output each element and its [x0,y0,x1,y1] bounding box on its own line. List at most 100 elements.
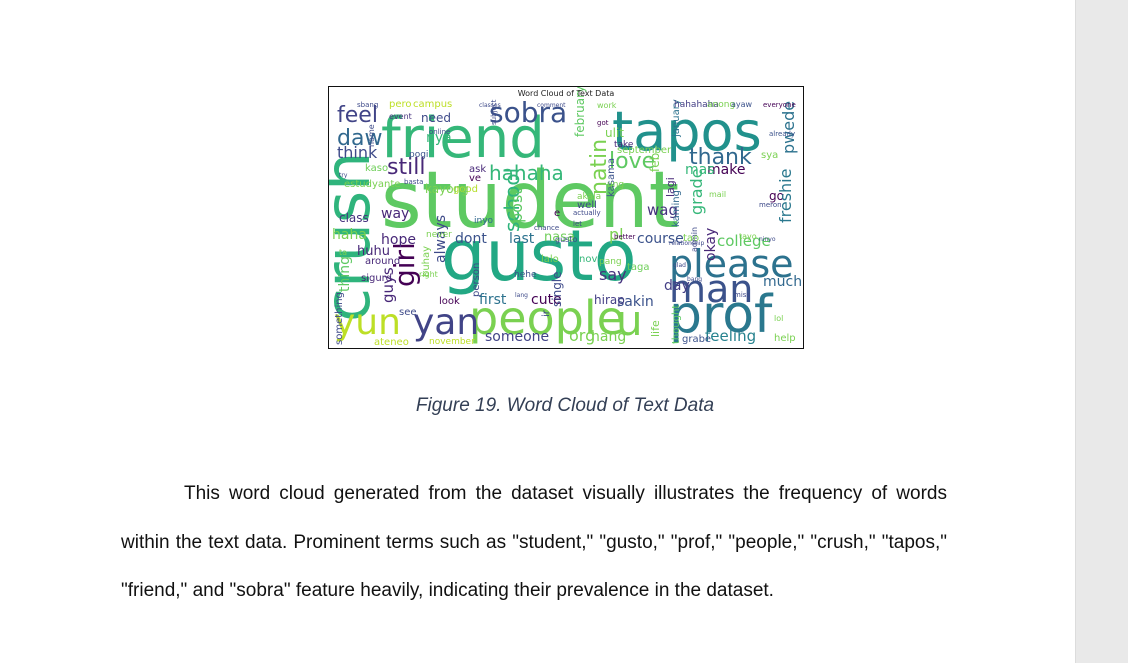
word-cloud-word: hope [381,232,416,248]
word-cloud-word: kayong [425,182,469,196]
word-cloud-word: anong [707,100,735,110]
word-cloud-word: akala [577,192,601,202]
word-cloud-word: better [614,233,636,241]
word-cloud-word: first [479,292,507,308]
word-cloud-word: got [597,119,609,127]
word-cloud-word: lalo [541,254,559,265]
word-cloud-word: hirap [594,293,625,307]
word-cloud-word: subject [490,99,498,125]
word-cloud-word: sbang [357,101,378,109]
word-cloud-word: good [453,184,478,195]
word-cloud-word: admin [690,227,699,252]
word-cloud-word: tayo [739,232,757,241]
word-cloud-word: ulit [605,126,624,140]
word-cloud-word: work [597,101,617,110]
word-cloud-word: pwede [779,101,798,154]
word-cloud-word: pero [389,99,412,110]
word-cloud-word: event [389,112,412,121]
word-cloud-word: tapos [612,100,762,163]
word-cloud-image: studentgustoprofpeoplecrushtaposfriendso… [329,87,802,348]
word-cloud-word: daw [337,126,382,151]
word-cloud-word: miss [734,291,750,299]
word-cloud-word: taga [627,262,650,273]
word-cloud-word: man [669,267,753,311]
word-cloud-word: say [599,265,627,284]
word-cloud-word: college [717,232,771,250]
word-cloud-word: person [471,263,482,297]
word-cloud-word: still [387,155,425,180]
word-cloud-word: wag [647,201,678,219]
word-cloud-word: go [769,189,784,203]
word-cloud-word: feb [648,153,662,172]
word-cloud-word: around [365,256,400,267]
word-cloud-word: life [649,320,662,337]
word-cloud-word: right [419,270,438,279]
word-cloud-word: ateneo [374,337,409,348]
word-cloud-word: cute [531,292,562,308]
word-cloud-word: estudyante [344,179,400,190]
word-cloud-word: classes [479,102,501,109]
word-cloud-word: ayaw [731,100,753,109]
word-cloud-word: kaso [365,163,388,174]
word-cloud-word: hehe [514,270,537,280]
word-cloud-word: need [421,111,451,125]
word-cloud-word: post [507,188,526,223]
word-cloud-word: thought [671,305,682,344]
word-cloud-word: single [550,271,564,307]
word-cloud-word: look [439,296,460,307]
word-cloud-word: ir [541,309,552,317]
word-cloud-word: take [614,140,634,150]
word-cloud-word: everyone [763,101,796,109]
word-cloud-word: november [429,337,475,347]
word-cloud-word: love [609,149,655,174]
body-paragraph: This word cloud generated from the datas… [121,483,947,601]
word-cloud-word: lagi [664,177,677,197]
word-cloud-word: mas [685,162,715,178]
word-cloud-word: feeling [705,327,756,345]
word-cloud-word: bang [687,276,702,283]
word-cloud-word: sya [761,150,778,161]
word-cloud-word: someone [485,329,549,345]
word-cloud-word: think [337,143,378,162]
word-cloud-word: feel [337,103,378,128]
word-cloud-word: thing [337,256,353,292]
word-cloud-word: u [616,296,643,345]
word-cloud-word: grabe [682,334,711,345]
word-cloud-word: hahaha [489,161,564,185]
word-cloud-word: people [469,291,625,345]
figure-caption: Figure 19. Word Cloud of Text Data [415,395,715,416]
word-cloud-word: actually [573,209,601,217]
word-cloud-word: gusto [555,235,577,244]
word-cloud-word: nasa [544,230,575,245]
word-cloud-word: kaming [671,190,682,227]
word-cloud-word: ta [339,248,347,257]
word-cloud-word: tao [683,233,699,244]
word-cloud-word: natin [587,139,612,195]
word-cloud-word: make [707,162,745,178]
word-cloud-word: try [339,172,348,179]
word-cloud-word: huhu [357,244,390,259]
word-cloud-word: glad [673,262,686,269]
word-cloud-word: kasama [606,158,617,197]
word-cloud-word: last [509,231,535,247]
word-cloud-word: something [334,292,345,345]
word-cloud-word: e [554,208,560,219]
word-cloud-word: help [774,333,796,344]
word-cloud-word: much [763,274,802,290]
word-cloud-word: class [339,211,369,225]
word-cloud-word: haha [332,227,367,243]
word-cloud-word: sobra [489,96,567,129]
word-cloud-word: september [617,145,672,156]
word-cloud-word: always [433,215,449,263]
word-cloud-word: hahahaha [674,100,719,110]
word-cloud-word: ung [607,180,624,190]
word-cloud-word: hang [591,329,626,345]
word-cloud-word: see [399,307,417,318]
word-cloud-figure: Word Cloud of Text Data student gusto prof… [328,86,804,349]
word-cloud-word: course [637,231,684,247]
word-cloud-word: gusto [441,215,637,297]
word-cloud-word: relationship [669,240,704,247]
word-cloud-word: thank [689,145,752,170]
word-cloud-word: buhay [421,246,432,277]
word-cloud-word: nov [579,254,597,265]
